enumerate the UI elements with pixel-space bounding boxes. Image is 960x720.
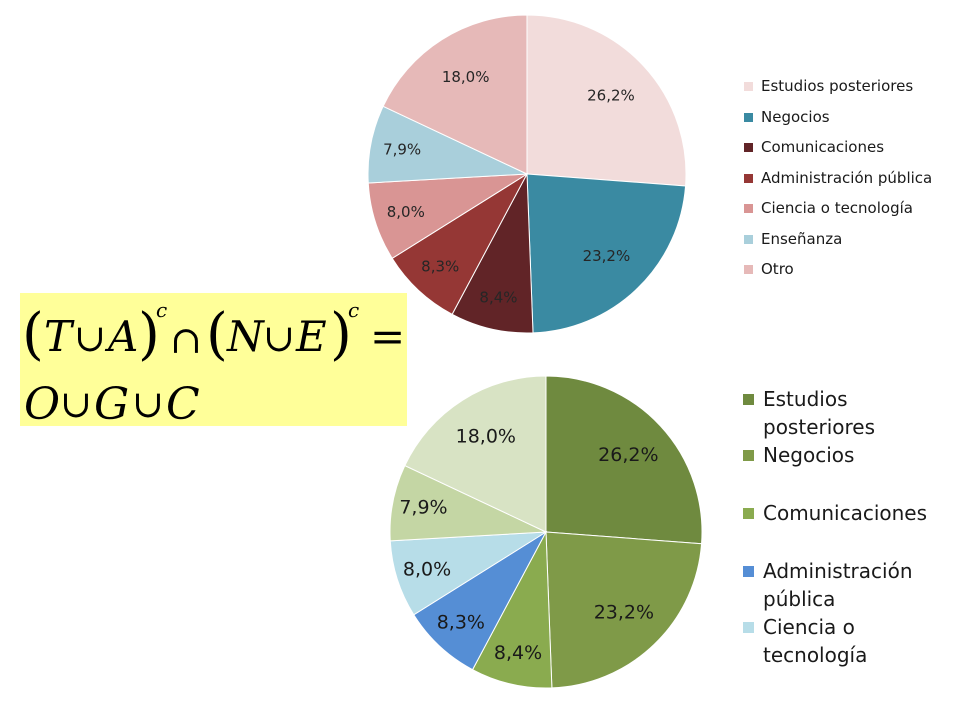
- legend-label: Administración pública: [761, 168, 933, 187]
- legend-label: Ciencia o tecnología: [761, 199, 913, 217]
- legend-item: Otro: [744, 260, 932, 291]
- legend-swatch: [743, 450, 754, 461]
- legend-label: Comunicaciones: [763, 501, 928, 525]
- formula-union-1: ∪: [74, 316, 106, 360]
- formula-symbol-n: N: [226, 312, 265, 361]
- formula-symbol-t: T: [44, 312, 75, 361]
- pie-data-label: 7,9%: [399, 497, 447, 519]
- set-formula: ( T ∪ A ) c ∩ ( N ∪ E ) c = O ∪ G ∪ C: [22, 298, 405, 426]
- pie-slice: [382, 14, 528, 175]
- legend-swatch: [743, 508, 754, 519]
- legend-swatch: [744, 82, 753, 91]
- legend-item: Ciencia o tecnología: [743, 613, 943, 669]
- formula-complement-1: c: [156, 298, 167, 322]
- legend-bottom: Estudios posteriores Negocios Comunicacion…: [743, 385, 943, 669]
- pie-data-label: 8,4%: [494, 642, 542, 664]
- formula-intersection: ∩: [170, 318, 202, 362]
- legend-item: Estudios posteriores: [744, 77, 932, 108]
- pie-data-label: 8,3%: [437, 612, 485, 634]
- pie-data-label: 18,0%: [442, 68, 490, 86]
- legend-label: Estudios posteriores: [761, 77, 914, 95]
- legend-swatch: [743, 394, 754, 405]
- pie-data-label: 26,2%: [587, 87, 635, 105]
- pie-data-label: 8,4%: [479, 288, 517, 306]
- pie-data-label: 8,3%: [421, 257, 459, 275]
- legend-top: Estudios posteriores Negocios Comunicacion…: [744, 77, 932, 291]
- legend-label: Comunicaciones: [761, 138, 885, 156]
- pie-slice: [545, 531, 703, 689]
- pie-slice: [526, 173, 687, 334]
- legend-label: Administración pública: [763, 559, 913, 611]
- formula-symbol-e: E: [295, 312, 327, 361]
- legend-item: Negocios: [744, 108, 932, 139]
- legend-label: Negocios: [761, 107, 830, 126]
- legend-swatch: [744, 173, 753, 183]
- legend-label: Estudios posteriores: [763, 387, 876, 439]
- legend-item: Administración pública: [743, 557, 943, 613]
- formula-symbol-a: A: [104, 312, 138, 361]
- formula-paren-close-2: ): [330, 302, 352, 367]
- pie-chart-bottom: 26,2% 23,2% 8,4% 8,3% 8,0% 7,9% 18,0%: [389, 375, 703, 689]
- legend-label: Ciencia o tecnología: [763, 615, 868, 667]
- formula-symbol-o: O: [24, 379, 60, 426]
- formula-union-2: ∪: [263, 316, 295, 360]
- legend-swatch: [744, 234, 753, 244]
- pie-slice: [526, 14, 687, 187]
- legend-label: Negocios: [763, 443, 855, 467]
- legend-swatch: [744, 112, 753, 122]
- formula-paren-close-1: ): [138, 302, 160, 367]
- pie-data-label: 23,2%: [594, 601, 654, 623]
- legend-swatch: [744, 265, 753, 274]
- formula-union-3: ∪: [60, 382, 92, 426]
- legend-item: Ciencia o tecnología: [744, 199, 932, 230]
- formula-symbol-g: G: [94, 379, 129, 426]
- pie-data-label: 7,9%: [383, 140, 421, 158]
- formula-complement-2: c: [348, 298, 359, 322]
- legend-item: Negocios: [743, 441, 943, 469]
- legend-item: Administración pública: [744, 169, 932, 200]
- pie-chart-top: 26,2% 23,2% 8,4% 8,3% 8,0% 7,9% 18,0%: [367, 14, 687, 334]
- legend-item: Estudios posteriores: [743, 385, 943, 441]
- formula-union-4: ∪: [132, 382, 164, 426]
- legend-item: Comunicaciones: [744, 138, 932, 169]
- legend-label: Otro: [761, 260, 794, 278]
- legend-swatch: [744, 204, 753, 213]
- formula-paren-open-1: (: [22, 302, 44, 367]
- pie-data-label: 8,0%: [403, 558, 451, 580]
- legend-item: Comunicaciones: [743, 499, 943, 527]
- pie-data-label: 18,0%: [456, 426, 516, 448]
- legend-swatch: [744, 143, 753, 152]
- pie-slice: [545, 375, 703, 545]
- legend-label: Enseñanza: [761, 229, 843, 248]
- pie-data-label: 8,0%: [387, 203, 425, 221]
- legend-swatch: [743, 566, 754, 577]
- pie-slice: [404, 375, 547, 533]
- pie-data-label: 26,2%: [598, 444, 658, 466]
- formula-equals: =: [370, 312, 405, 361]
- formula-paren-open-2: (: [206, 302, 228, 367]
- set-formula-box: ( T ∪ A ) c ∩ ( N ∪ E ) c = O ∪ G ∪ C: [20, 293, 407, 426]
- pie-data-label: 23,2%: [583, 247, 631, 265]
- legend-item: Enseñanza: [744, 230, 932, 261]
- legend-swatch: [743, 622, 754, 633]
- formula-symbol-c: C: [166, 379, 200, 426]
